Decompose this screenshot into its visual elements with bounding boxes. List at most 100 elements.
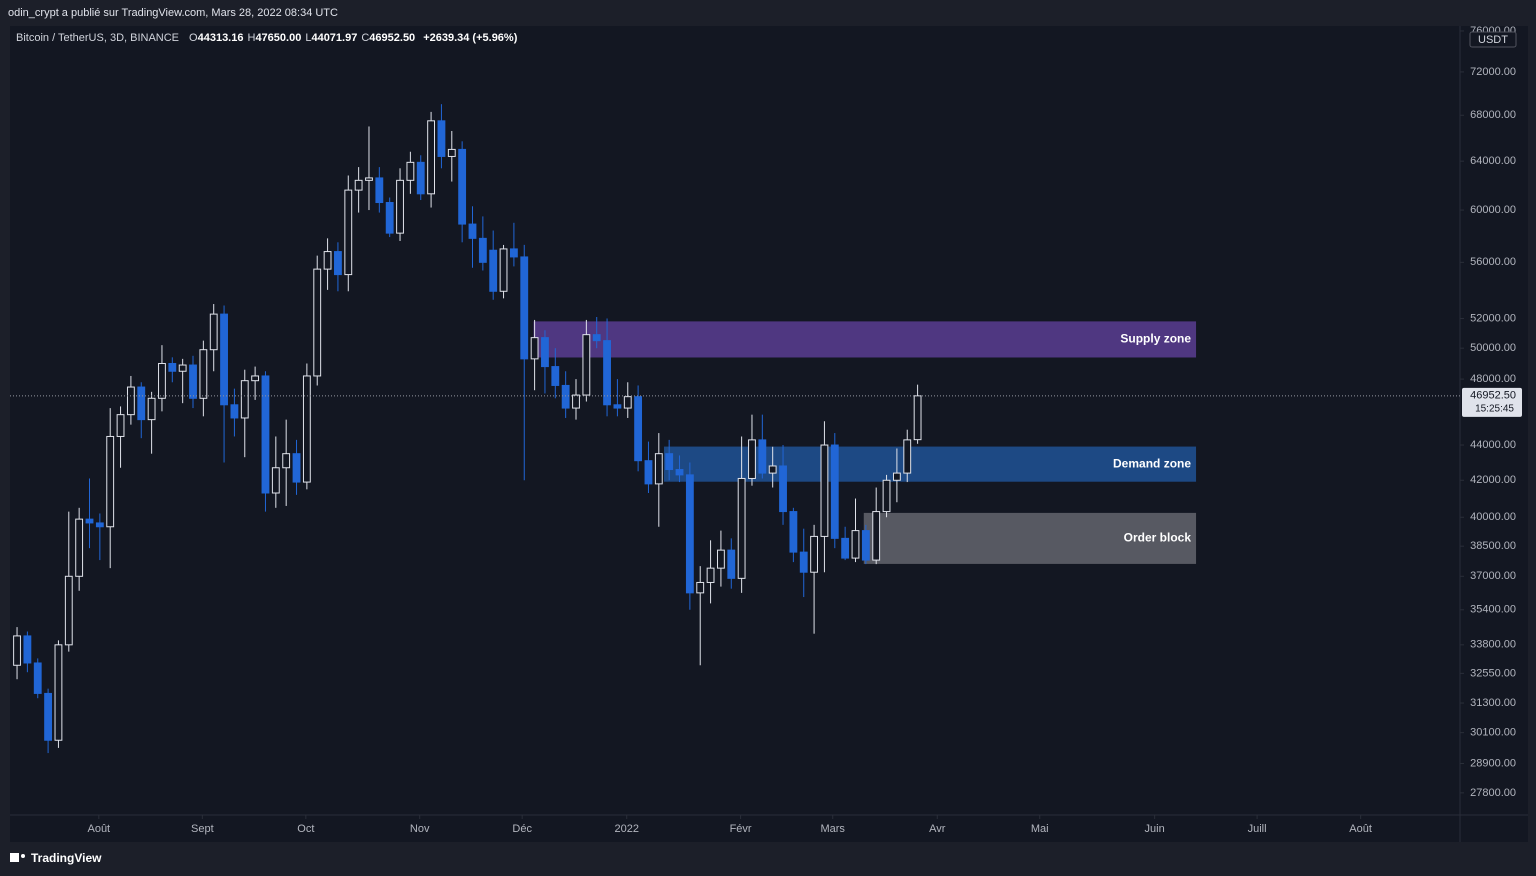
ohlc-value: 47650.00 (255, 32, 302, 44)
candle-body (126, 386, 135, 416)
candle-body (820, 444, 829, 537)
candle-body (841, 537, 850, 559)
candle-body (147, 397, 156, 421)
x-tick-label: 2022 (614, 823, 638, 835)
candle-body (748, 439, 756, 479)
candle-body (561, 384, 570, 409)
candle-body (572, 394, 580, 409)
candle-body (509, 248, 518, 258)
candle-body (861, 530, 870, 561)
candle-body (541, 337, 549, 368)
zone-label: Supply zone (1120, 332, 1191, 346)
candle-body (189, 364, 197, 399)
y-tick-label: 38500.00 (1470, 540, 1516, 552)
candle-body (654, 453, 663, 485)
candle-body (779, 465, 787, 513)
candle-body (489, 249, 498, 292)
zone (863, 512, 1197, 564)
candle-body (603, 340, 611, 406)
last-price-box (1462, 387, 1522, 417)
candle-body (851, 530, 860, 559)
candle-body (913, 395, 922, 441)
y-tick-label: 52000.00 (1470, 312, 1516, 324)
candle-body (95, 522, 104, 528)
candle-body (727, 549, 736, 579)
footer-logo (10, 853, 25, 862)
candle-body (665, 453, 674, 471)
candle-body (437, 120, 446, 157)
candle-body (199, 349, 208, 399)
logo-mark (10, 853, 19, 862)
candle-body (717, 549, 725, 569)
y-tick-label: 50000.00 (1470, 342, 1516, 354)
candle-body (365, 177, 373, 181)
x-tick-label: Févr (730, 823, 752, 835)
candle-body (758, 439, 767, 474)
candle-body (137, 386, 146, 421)
time-scale (10, 815, 1528, 842)
y-tick-label: 28900.00 (1470, 757, 1516, 769)
footer-brand: TradingView (31, 851, 102, 865)
ohlc-value: 44071.97 (311, 32, 358, 44)
candle-body (13, 635, 21, 666)
x-tick-label: Oct (297, 823, 314, 835)
candle-body (396, 179, 404, 234)
zone-label: Demand zone (1113, 456, 1191, 470)
candle-body (613, 404, 622, 409)
candle-body (282, 453, 291, 469)
candle-body (892, 472, 901, 481)
candle-body (230, 404, 239, 419)
candle-body (64, 575, 73, 646)
candle-body (292, 453, 301, 483)
x-tick-label: Mars (820, 823, 845, 835)
y-tick-label: 72000.00 (1470, 66, 1516, 78)
ohlc-values: O 44313.16 H 47650.00 L 44071.97 C 46952.50 (189, 32, 419, 44)
candle-body (582, 334, 591, 396)
logo-mark (21, 854, 25, 858)
y-tick-label: 76000.00 (1470, 25, 1516, 37)
candle-body (427, 120, 436, 195)
candle-body (75, 518, 84, 577)
y-tick-label: 33800.00 (1470, 639, 1516, 651)
candle-body (240, 380, 249, 419)
x-tick-label: Juill (1248, 823, 1267, 835)
candle-body (313, 268, 322, 377)
y-tick-label: 48000.00 (1470, 373, 1516, 385)
x-tick-label: Avr (929, 823, 946, 835)
ohlc-key: H (247, 32, 256, 44)
y-tick-label: 35400.00 (1470, 604, 1516, 616)
symbol: Bitcoin / TetherUS, 3D, BINANCE (16, 32, 180, 44)
y-tick-label: 40000.00 (1470, 511, 1516, 523)
y-tick-label: 30100.00 (1470, 727, 1516, 739)
candle-body (354, 179, 363, 191)
y-tick-label: 56000.00 (1470, 256, 1516, 268)
candle-body (499, 248, 508, 292)
candle-body (168, 362, 177, 372)
candle-body (375, 177, 384, 204)
y-tick-label: 37000.00 (1470, 570, 1516, 582)
candle-body (158, 362, 166, 399)
candle-body (789, 511, 798, 553)
candle-body (768, 465, 777, 474)
candle-body (592, 334, 601, 342)
candle-body (737, 477, 746, 579)
candle-body (33, 662, 42, 694)
candle-body (323, 251, 332, 270)
y-tick-label: 44000.00 (1470, 439, 1516, 451)
candle-body (44, 692, 53, 741)
x-tick-label: Juin (1145, 823, 1165, 835)
symbol-legend: Bitcoin / TetherUS, 3D, BINANCE O 44313.1… (16, 32, 521, 44)
plot-area (10, 26, 1460, 815)
publisher-line: odin_crypt a publié sur TradingView.com,… (8, 7, 338, 19)
y-tick-label: 27800.00 (1470, 787, 1516, 799)
candle-body (406, 161, 415, 181)
y-tick-label: 64000.00 (1470, 155, 1516, 167)
zone-label: Order block (1124, 531, 1192, 545)
candle-body (85, 518, 94, 524)
ohlc-key: C (361, 32, 370, 44)
countdown: 15:25:45 (1475, 403, 1514, 414)
candle-body (478, 237, 487, 263)
candle-body (220, 313, 228, 406)
price-scale (1460, 26, 1528, 815)
